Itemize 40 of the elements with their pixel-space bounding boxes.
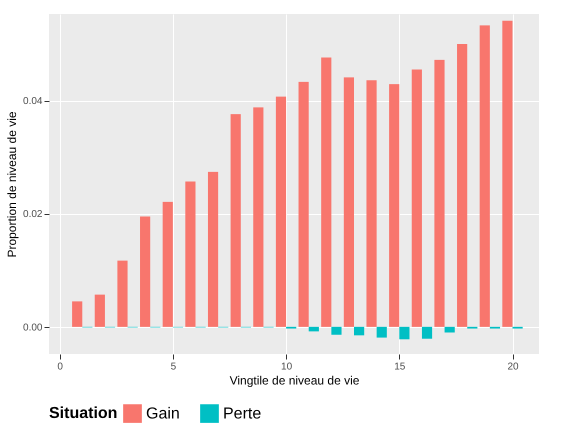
bar [354, 326, 364, 336]
bar [376, 326, 387, 338]
x-tick-label: 0 [57, 362, 64, 372]
bar [117, 260, 128, 327]
bar [308, 326, 319, 332]
bar [399, 326, 410, 340]
x-tick-label: 10 [281, 362, 293, 372]
bar [422, 326, 432, 339]
bar [140, 216, 150, 327]
bar [230, 114, 241, 327]
bar [412, 69, 422, 327]
y-tick-label: 0.00 [23, 322, 43, 334]
bar [331, 326, 342, 335]
legend-label: Gain [146, 406, 180, 423]
bar [72, 301, 82, 327]
x-tick-label: 15 [394, 362, 406, 372]
x-tick-label: 5 [170, 362, 177, 372]
legend-title: Situation [49, 405, 118, 422]
bar [185, 181, 196, 327]
bar [344, 77, 354, 327]
bar [253, 107, 264, 327]
x-tick-label: 20 [507, 362, 520, 372]
bar [366, 80, 377, 327]
bar [502, 20, 513, 327]
y-axis-title: Proportion de niveau de vie [5, 111, 20, 258]
bar [298, 82, 309, 327]
bar [208, 172, 218, 327]
bar [321, 58, 332, 327]
bar [162, 202, 173, 327]
y-tick-label: 0.02 [23, 209, 43, 220]
bar [276, 96, 286, 327]
y-tick-label: 0.04 [23, 96, 43, 108]
bar [457, 44, 468, 327]
bar [444, 326, 455, 332]
bar [480, 25, 490, 327]
legend-label: Perte [223, 406, 262, 423]
bar [434, 60, 445, 327]
bar [389, 84, 400, 327]
bar [94, 294, 105, 327]
x-axis-title: Vingtile de niveau de vie [230, 374, 360, 388]
